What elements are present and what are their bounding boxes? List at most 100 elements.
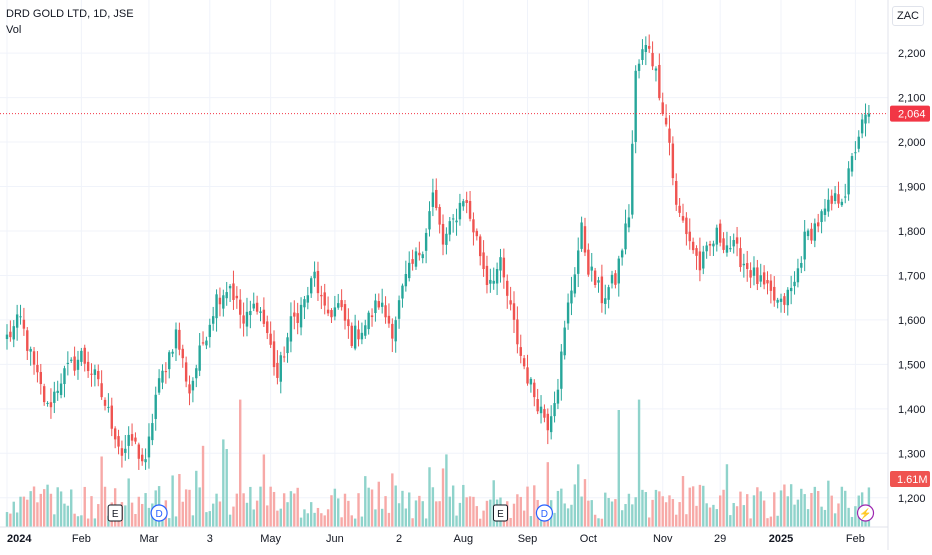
candle-body [245, 311, 249, 327]
volume-bar [648, 517, 651, 527]
volume-bar [80, 515, 83, 527]
candle-body [286, 337, 289, 354]
candle-body [360, 332, 364, 340]
y-tick-label: 1,700 [898, 270, 926, 282]
y-tick-label: 1,900 [898, 182, 926, 194]
volume-bar [566, 508, 570, 527]
candle-body [205, 340, 208, 346]
volume-bar [742, 505, 746, 527]
volume-bar [539, 516, 543, 527]
candle-body [759, 275, 762, 282]
candle-body [691, 241, 695, 251]
candle-body [42, 386, 46, 403]
candle-body [783, 296, 786, 305]
candle-body [303, 299, 306, 308]
volume-bar [222, 439, 225, 527]
volume-bar [320, 513, 323, 527]
candle-body [5, 334, 9, 340]
candle-body [269, 333, 272, 345]
candle-body [282, 356, 286, 358]
volume-bar [137, 496, 141, 527]
volume-bar [42, 489, 46, 527]
candle-body [110, 405, 113, 429]
volume-bar [796, 499, 800, 527]
candle-body [549, 416, 553, 433]
volume-bar [310, 502, 313, 527]
volume-bar [634, 497, 637, 527]
volume-bar [830, 495, 833, 527]
volume-bar [593, 514, 597, 527]
x-tick-label: 2024 [7, 533, 32, 545]
candle-body [154, 394, 157, 419]
volume-bar [90, 496, 93, 527]
candle-body [641, 49, 644, 60]
volume-bar [103, 486, 107, 527]
volume-bar [59, 491, 63, 527]
candle-body [516, 319, 519, 345]
candle-body [624, 223, 627, 250]
volume-bar [32, 486, 36, 527]
y-tick-label: 1,600 [898, 315, 926, 327]
candle-body [215, 294, 218, 319]
volume-bar [685, 514, 688, 527]
volume-bar [617, 410, 620, 527]
candle-body [766, 280, 769, 284]
candle-body [468, 201, 472, 219]
volume-bar [343, 493, 347, 527]
candle-body [147, 436, 151, 458]
volume-bar [519, 496, 522, 527]
volume-bar [208, 511, 211, 527]
volume-bar [86, 518, 90, 527]
candle-body [414, 251, 418, 267]
volume-bar [171, 475, 174, 527]
volume-bar [36, 502, 39, 527]
candle-body [293, 312, 296, 317]
candle-body [316, 270, 320, 294]
price-labels: 2,064 1.61M [0, 105, 930, 487]
currency-button[interactable]: ZAC [892, 6, 924, 26]
candle-body [583, 226, 587, 253]
volume-bar [583, 479, 587, 527]
volume-bar [725, 464, 729, 527]
volume-bar [468, 496, 472, 527]
x-tick-label: Feb [846, 533, 865, 545]
x-tick-label: Feb [72, 533, 91, 545]
candle-body [117, 436, 120, 447]
candle-body [70, 359, 73, 361]
candle-body [350, 325, 353, 346]
candle-body [201, 342, 205, 344]
volume-bar [286, 502, 289, 527]
volume-bar [455, 515, 458, 527]
event-markers[interactable]: E D E D ⚡ [107, 504, 875, 522]
candle-body [370, 315, 374, 318]
volume-bar [475, 506, 479, 527]
volume-bar [472, 496, 475, 527]
candle-body [607, 287, 610, 300]
volume-bar [97, 504, 100, 527]
split-marker-label: ⚡ [859, 507, 871, 520]
volume-bar [323, 515, 326, 527]
volume-bar [590, 500, 593, 527]
volume-bar [620, 510, 624, 527]
symbol-title: DRD GOLD LTD, 1D, JSE [6, 8, 134, 20]
candle-body [560, 351, 563, 389]
candle-body [90, 373, 93, 375]
candle-body [225, 292, 228, 299]
candle-body [739, 248, 742, 268]
volume-bar [766, 518, 769, 527]
volume-bar [492, 480, 495, 527]
volume-bar [49, 493, 53, 527]
candle-body [252, 303, 255, 309]
candle-body [634, 70, 637, 142]
candle-body [495, 269, 499, 284]
volume-bar [181, 501, 184, 527]
volume-bar [587, 500, 590, 527]
candle-body [107, 406, 110, 408]
candle-body [181, 348, 184, 359]
volume-bar [201, 445, 205, 527]
candle-body [411, 259, 414, 264]
volume-bar [637, 399, 641, 527]
